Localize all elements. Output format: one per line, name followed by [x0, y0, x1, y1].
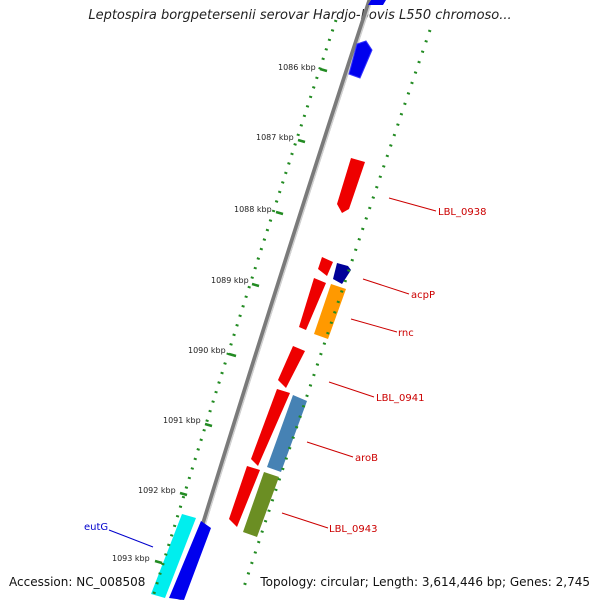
tick-label-1092: 1092 kbp — [138, 486, 176, 495]
gene-LBL_0938-arrow — [337, 158, 365, 213]
gene-LBL_0940-arrow — [318, 257, 333, 276]
gene-LBL_0941-upper-arrow — [299, 278, 326, 330]
leader-eutG — [108, 529, 154, 548]
gene-eutG-arrow — [151, 514, 196, 598]
gene-red-low-arrow — [229, 466, 260, 527]
blue-feature-top-partial — [368, 0, 386, 5]
tick-label-1093: 1093 kbp — [112, 554, 150, 563]
tick-label-1088: 1088 kbp — [234, 205, 272, 214]
gene-red-long-arrow — [251, 389, 290, 466]
leader-aroB — [306, 441, 354, 458]
gene-label-LBL_0941[interactable]: LBL_0941 — [376, 393, 424, 404]
topology-text: Topology: circular; Length: 3,614,446 bp… — [260, 575, 590, 589]
gene-label-rnc[interactable]: rnc — [398, 328, 414, 339]
leader-LBL_0943 — [281, 512, 329, 529]
gene-blue-low-arrow — [169, 521, 211, 600]
gene-rnc-arrow — [314, 284, 346, 339]
gene-label-LBL_0938[interactable]: LBL_0938 — [438, 207, 486, 218]
tick-label-1090: 1090 kbp — [188, 346, 226, 355]
tick-label-1087: 1087 kbp — [256, 133, 294, 142]
gene-aroB-arrow — [267, 395, 307, 472]
gene-LBL_0941-arrow — [278, 346, 305, 388]
gene-LBL_0943-arrow — [243, 472, 279, 537]
map-title: Leptospira borgpetersenii serovar Hardjo… — [88, 8, 512, 23]
gene-label-eutG[interactable]: eutG — [84, 522, 108, 533]
chromosome-backbone — [177, 0, 373, 600]
gene-label-acpP[interactable]: acpP — [411, 290, 435, 301]
ruler-tick-marks — [154, 67, 328, 565]
tick-label-1091: 1091 kbp — [163, 416, 201, 425]
accession-text: Accession: NC_008508 — [9, 575, 146, 589]
leader-LBL_0941 — [328, 381, 375, 398]
leader-acpP — [362, 278, 410, 295]
tick-label-1089: 1089 kbp — [211, 276, 249, 285]
tick-label-1086: 1086 kbp — [278, 63, 316, 72]
leader-LBL_0938 — [388, 197, 437, 212]
gene-label-aroB[interactable]: aroB — [355, 453, 378, 464]
gene-acpP-arrow — [333, 263, 351, 284]
gene-label-LBL_0943[interactable]: LBL_0943 — [329, 524, 377, 535]
blue-feature-1086 — [349, 41, 372, 78]
ruler-scale-line — [150, 19, 338, 600]
leader-rnc — [350, 318, 398, 333]
backbone-highlight — [181, 0, 373, 600]
